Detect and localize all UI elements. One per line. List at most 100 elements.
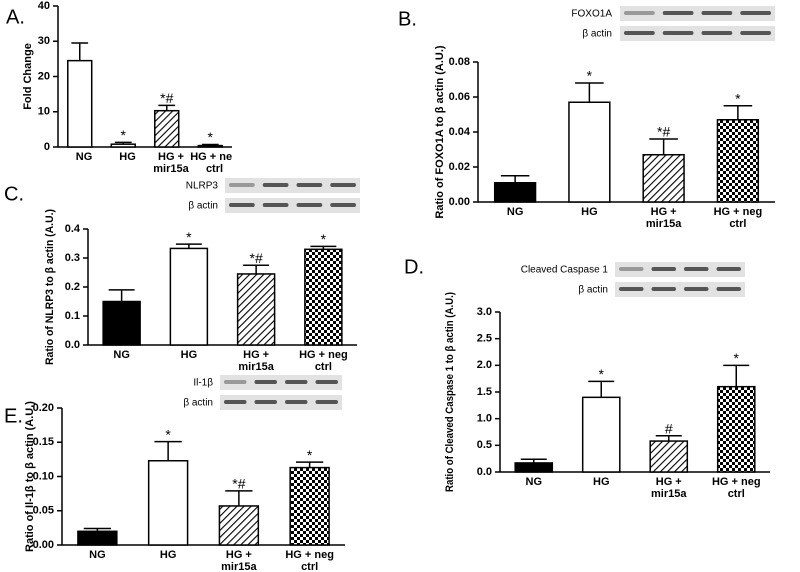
blot-strip <box>620 6 775 21</box>
x-tick-label-box: HG + mir15a <box>651 476 687 500</box>
blot-label: FOXO1A <box>571 9 612 20</box>
bar <box>169 247 209 346</box>
bar <box>102 300 141 346</box>
y-tick-label: 0.08 <box>449 56 470 68</box>
x-tick-label-box: HG <box>119 151 136 163</box>
blot-band <box>262 203 289 207</box>
x-tick-label: HG + mir15a <box>645 206 682 230</box>
x-tick-label-box: HG + neg ctrl <box>712 476 761 500</box>
x-tick-label-box: HG + neg ctrl <box>285 549 334 572</box>
blot-band <box>624 11 655 15</box>
blot-band <box>254 380 277 384</box>
significance-label: * <box>321 231 327 247</box>
x-tick-label-box: NG <box>525 476 543 488</box>
blot-band <box>684 287 709 291</box>
blot-strip <box>220 395 342 410</box>
blot-label: Il-1β <box>193 378 213 389</box>
x-tick-label: NG <box>75 151 93 163</box>
blot-band <box>229 203 255 207</box>
blot-band <box>651 287 676 291</box>
bar <box>304 248 343 346</box>
blot-band <box>315 380 338 384</box>
blot-label: β actin <box>183 398 213 409</box>
x-tick-label-box: HG + neg ctrl <box>299 349 348 373</box>
x-tick-label-box: HG + neg ctrl <box>713 206 763 230</box>
blot-band <box>330 183 356 187</box>
blot-band <box>716 267 741 271</box>
blot-band <box>285 380 308 384</box>
blot-band <box>296 183 323 187</box>
x-tick-label: HG + mir15a <box>651 476 687 500</box>
panel-label: B. <box>398 8 417 30</box>
bar <box>716 119 760 203</box>
blot-band <box>684 267 709 271</box>
blot-label: NLRP3 <box>186 181 219 192</box>
y-tick-label: 0.5 <box>477 439 492 451</box>
panel-label: A. <box>6 6 25 28</box>
blot-band <box>254 400 277 404</box>
y-tick-label: 30 <box>38 35 50 47</box>
blot-label: β actin <box>188 201 218 212</box>
x-tick-label-box: HG + mir15a <box>221 549 256 572</box>
blot-strip <box>620 26 775 41</box>
x-tick-label: HG + neg ctrl <box>285 549 334 572</box>
bar <box>77 530 118 546</box>
blot-label: β actin <box>578 285 608 296</box>
bar <box>493 182 537 203</box>
y-tick-label: 0 <box>44 141 50 153</box>
y-axis-label: Fold Change <box>22 43 34 110</box>
blot-band <box>716 287 741 291</box>
y-tick-label: 0.4 <box>65 223 81 235</box>
bar <box>568 101 611 203</box>
x-tick-label-box: HG <box>581 206 598 218</box>
x-tick-label-box: HG <box>181 349 198 361</box>
bar <box>154 109 180 148</box>
blot-band <box>229 183 255 187</box>
y-tick-label: 0.0 <box>65 339 80 351</box>
y-tick-label: 0.02 <box>449 161 470 173</box>
bar <box>147 459 189 546</box>
blot-band <box>740 11 771 15</box>
significance-label: # <box>665 420 673 436</box>
y-axis-label: Ratio of NLRP3 to β actin (A.U.) <box>44 209 56 365</box>
y-tick-label: 0.06 <box>449 91 470 103</box>
x-tick-label: HG <box>119 151 136 163</box>
x-tick-label: HG + mir15a <box>238 349 274 373</box>
blot-band <box>224 380 247 384</box>
significance-label: *# <box>160 90 173 106</box>
y-tick-label: 0.00 <box>449 196 470 208</box>
x-tick-label-box: NG <box>75 151 93 163</box>
bar <box>236 273 276 346</box>
blot-band <box>701 31 733 35</box>
bar <box>649 440 689 473</box>
x-tick-label: HG <box>159 549 177 561</box>
x-tick-label: HG + neg ctrl <box>713 206 763 230</box>
y-tick-label: 40 <box>38 0 50 12</box>
significance-label: * <box>587 68 593 84</box>
y-tick-label: 1.0 <box>477 413 492 425</box>
y-tick-label: 0.3 <box>65 252 80 264</box>
y-tick-label: 2.0 <box>477 359 492 371</box>
y-tick-label: 1.5 <box>477 386 492 398</box>
bar <box>642 154 685 203</box>
significance-label: *# <box>657 124 670 140</box>
y-axis-label: Ratio of FOXO1A to β actin (A.U.) <box>434 45 446 218</box>
x-tick-label: HG + mir15a <box>153 151 189 175</box>
significance-label: * <box>307 447 313 463</box>
blot-band <box>315 400 338 404</box>
significance-label: *# <box>250 250 263 266</box>
bar <box>716 385 756 473</box>
x-tick-label: NG <box>525 476 543 488</box>
bar <box>289 466 330 546</box>
blot-band <box>651 267 676 271</box>
blot-band <box>262 183 289 187</box>
y-tick-label: 3.0 <box>477 306 492 318</box>
x-tick-label: HG <box>593 476 610 488</box>
blot-band <box>662 31 694 35</box>
blot-band <box>624 31 655 35</box>
x-tick-label-box: HG + mir15a <box>153 151 189 175</box>
significance-label: * <box>121 127 127 143</box>
panel-label: C. <box>4 183 24 205</box>
bar <box>110 143 136 148</box>
